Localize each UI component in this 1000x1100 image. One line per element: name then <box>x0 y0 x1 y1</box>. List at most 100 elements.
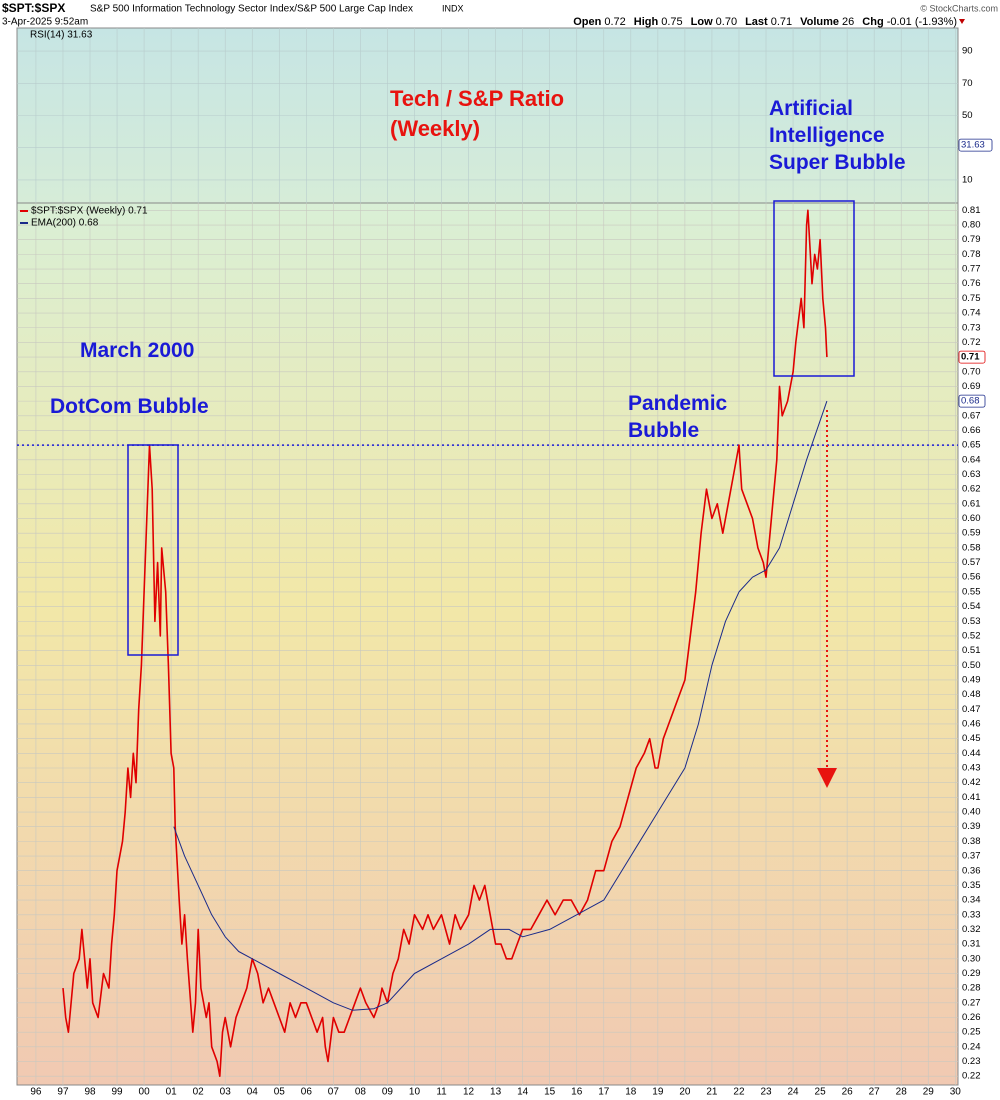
x-tick-label: 98 <box>84 1087 96 1098</box>
y-tick-label: 0.44 <box>962 748 981 759</box>
x-tick-label: 15 <box>544 1087 556 1098</box>
x-tick-label: 04 <box>247 1087 259 1098</box>
y-tick-label: 0.42 <box>962 777 981 788</box>
y-tick-label: 0.22 <box>962 1071 981 1082</box>
y-tick-label: 0.65 <box>962 440 981 451</box>
y-tick-label: 0.79 <box>962 234 981 245</box>
y-tick-label: 0.69 <box>962 381 981 392</box>
quote-value: -0.01 (-1.93%) <box>887 16 957 28</box>
quote-value: 0.72 <box>604 16 625 28</box>
price-line <box>62 209 828 1077</box>
y-tick-label: 50 <box>962 110 973 121</box>
y-tick-label: 0.47 <box>962 704 981 715</box>
rsi-legend: RSI(14) 31.63 <box>30 30 93 41</box>
highlight-box <box>127 444 179 656</box>
annotation: Bubble <box>628 419 699 442</box>
x-tick-label: 11 <box>436 1087 447 1098</box>
y-tick-label: 0.57 <box>962 557 981 568</box>
price-panel <box>16 202 959 1086</box>
x-tick-label: 00 <box>139 1087 151 1098</box>
y-tick-label: 0.48 <box>962 689 981 700</box>
y-tick-label: 0.61 <box>962 498 981 509</box>
y-tick-label: 0.31 <box>962 939 981 950</box>
value-tag <box>958 138 993 152</box>
x-tick-label: 19 <box>652 1087 664 1098</box>
value-tag <box>958 394 986 408</box>
y-tick-label: 0.53 <box>962 616 981 627</box>
y-tick-label: 0.66 <box>962 425 981 436</box>
y-tick-label: 0.64 <box>962 454 981 465</box>
y-tick-label: 0.58 <box>962 542 981 553</box>
y-tick-label: 0.56 <box>962 572 981 583</box>
y-tick-label: 0.51 <box>962 645 981 656</box>
x-tick-label: 08 <box>355 1087 367 1098</box>
x-tick-label: 96 <box>30 1087 42 1098</box>
annotation: (Weekly) <box>390 116 480 141</box>
y-tick-label: 0.78 <box>962 249 981 260</box>
x-tick-label: 21 <box>706 1087 718 1098</box>
x-tick-label: 06 <box>301 1087 313 1098</box>
y-tick-label: 0.32 <box>962 924 981 935</box>
quote-label: Volume <box>800 16 839 28</box>
y-tick-label: 0.80 <box>962 220 981 231</box>
y-tick-label: 0.72 <box>962 337 981 348</box>
x-tick-label: 27 <box>869 1087 881 1098</box>
x-tick-label: 16 <box>571 1087 583 1098</box>
annotation: Super Bubble <box>769 151 906 174</box>
y-tick-label: 0.75 <box>962 293 981 304</box>
symbol: $SPT:$SPX <box>2 1 65 15</box>
y-tick-label: 0.35 <box>962 880 981 891</box>
y-tick-label: 0.45 <box>962 733 981 744</box>
annotation: Pandemic <box>628 392 728 415</box>
y-tick-label: 0.59 <box>962 528 981 539</box>
x-tick-label: 10 <box>409 1087 421 1098</box>
y-tick-label: 0.73 <box>962 322 981 333</box>
annotation: Artificial <box>769 97 853 120</box>
y-tick-label: 0.70 <box>962 366 981 377</box>
x-tick-label: 30 <box>950 1087 962 1098</box>
x-tick-label: 12 <box>463 1087 475 1098</box>
value-tag-label: 0.71 <box>961 352 980 363</box>
legend-label: $SPT:$SPX (Weekly) 0.71 <box>31 206 148 217</box>
y-tick-label: 0.41 <box>962 792 981 803</box>
y-tick-label: 0.28 <box>962 983 981 994</box>
x-tick-label: 17 <box>598 1087 610 1098</box>
highlight-box <box>773 200 855 377</box>
x-tick-label: 29 <box>923 1087 935 1098</box>
x-tick-label: 01 <box>166 1087 178 1098</box>
quote-value: 0.70 <box>716 16 737 28</box>
y-tick-label: 0.63 <box>962 469 981 480</box>
y-tick-label: 0.27 <box>962 997 981 1008</box>
chg-arrow <box>959 19 965 24</box>
quote-label: Open <box>573 16 601 28</box>
x-tick-label: 28 <box>896 1087 908 1098</box>
quote-value: 0.71 <box>771 16 792 28</box>
quote-label: High <box>634 16 659 28</box>
annotation: March 2000 <box>80 339 194 362</box>
quote-value: 26 <box>842 16 854 28</box>
x-tick-label: 18 <box>625 1087 637 1098</box>
y-tick-label: 0.62 <box>962 484 981 495</box>
legend-label: EMA(200) 0.68 <box>31 218 99 229</box>
y-tick-label: 0.34 <box>962 895 981 906</box>
y-tick-label: 0.43 <box>962 763 981 774</box>
y-tick-label: 0.24 <box>962 1041 981 1052</box>
y-tick-label: 0.26 <box>962 1012 981 1023</box>
ema-line <box>173 400 828 1011</box>
quote-label: Chg <box>862 16 883 28</box>
x-tick-label: 03 <box>220 1087 232 1098</box>
quote-value: 0.75 <box>661 16 682 28</box>
y-tick-label: 90 <box>962 46 973 57</box>
y-tick-label: 0.37 <box>962 851 981 862</box>
y-tick-label: 0.77 <box>962 264 981 275</box>
y-tick-label: 0.36 <box>962 865 981 876</box>
x-tick-label: 20 <box>679 1087 691 1098</box>
x-tick-label: 05 <box>274 1087 286 1098</box>
y-tick-label: 0.50 <box>962 660 981 671</box>
quote-label: Last <box>745 16 768 28</box>
x-tick-label: 07 <box>328 1087 340 1098</box>
copyright: © StockCharts.com <box>920 3 998 13</box>
x-tick-label: 23 <box>760 1087 772 1098</box>
grid <box>17 28 958 1085</box>
